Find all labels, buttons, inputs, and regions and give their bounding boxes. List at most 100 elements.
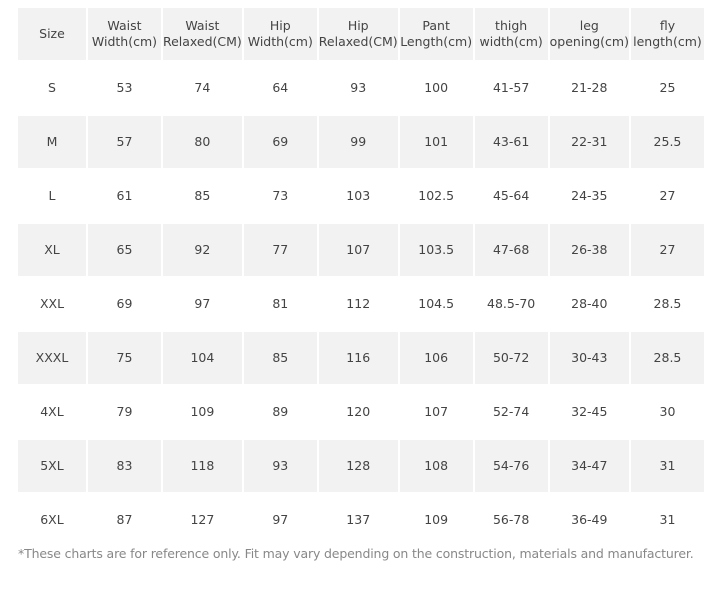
cell: 27 bbox=[630, 224, 704, 276]
cell: 25 bbox=[659, 80, 676, 95]
cell: 103 bbox=[346, 188, 371, 203]
cell: 99 bbox=[318, 116, 398, 168]
cell: 43-61 bbox=[474, 116, 548, 168]
cell: 28.5 bbox=[630, 332, 704, 384]
cell: 102.5 bbox=[418, 188, 455, 203]
cell: 36-49 bbox=[571, 512, 608, 527]
size-row: 5XL 83 118 93 128 108 54-76 34-47 31 bbox=[18, 440, 704, 492]
cell: 97 bbox=[194, 296, 211, 311]
cell: 116 bbox=[318, 332, 398, 384]
header-cell: Waist Relaxed(CM) bbox=[162, 8, 242, 60]
cell: 31 bbox=[630, 440, 704, 492]
cell: 53 bbox=[116, 80, 133, 95]
cell: 21-28 bbox=[571, 80, 608, 95]
cell: 73 bbox=[272, 188, 289, 203]
header-text: thigh bbox=[495, 18, 528, 33]
cell: 50-72 bbox=[474, 332, 548, 384]
cell: L bbox=[48, 188, 56, 203]
cell: 93 bbox=[350, 80, 367, 95]
cell: 92 bbox=[162, 224, 242, 276]
cell: 85 bbox=[243, 332, 317, 384]
cell: 54-76 bbox=[474, 440, 548, 492]
cell: 80 bbox=[162, 116, 242, 168]
cell: 79 bbox=[116, 404, 133, 419]
size-chart: Size Waist Width(cm) Waist Relaxed(CM) Hip Wid… bbox=[16, 6, 706, 548]
cell: 31 bbox=[659, 512, 676, 527]
cell: 27 bbox=[659, 188, 676, 203]
cell: 48.5-70 bbox=[487, 296, 536, 311]
header-cell: leg opening(cm) bbox=[549, 8, 629, 60]
cell: 101 bbox=[399, 116, 473, 168]
header-cell: Hip Relaxed(CM) bbox=[318, 8, 398, 60]
header-text: Waist bbox=[107, 18, 142, 33]
cell: 137 bbox=[346, 512, 371, 527]
cell: 109 bbox=[424, 512, 449, 527]
cell: 118 bbox=[162, 440, 242, 492]
header-text: Width(cm) bbox=[247, 34, 313, 49]
size-row: 4XL 79 109 89 120 107 52-74 32-45 30 bbox=[18, 386, 704, 438]
cell: 64 bbox=[272, 80, 289, 95]
cell: 109 bbox=[190, 404, 215, 419]
cell: XXL bbox=[39, 296, 65, 311]
cell: 34-47 bbox=[549, 440, 629, 492]
header-cell: Hip Width(cm) bbox=[243, 8, 317, 60]
cell: 69 bbox=[243, 116, 317, 168]
cell: 65 bbox=[87, 224, 161, 276]
header-text: fly bbox=[659, 18, 676, 33]
header-text: Pant bbox=[422, 18, 450, 33]
cell: XL bbox=[18, 224, 86, 276]
cell: 107 bbox=[318, 224, 398, 276]
cell: M bbox=[18, 116, 86, 168]
cell: 57 bbox=[87, 116, 161, 168]
cell: 30-43 bbox=[549, 332, 629, 384]
header-text: Width(cm) bbox=[91, 34, 158, 49]
size-row: S 53 74 64 93 100 41-57 21-28 25 bbox=[18, 62, 704, 114]
size-table: Size Waist Width(cm) Waist Relaxed(CM) Hip Wid… bbox=[16, 6, 706, 548]
header-cell: Size bbox=[18, 8, 86, 60]
cell: 104 bbox=[162, 332, 242, 384]
cell: 85 bbox=[194, 188, 211, 203]
cell: 5XL bbox=[18, 440, 86, 492]
cell: 45-64 bbox=[492, 188, 530, 203]
header-text: length(cm) bbox=[633, 34, 702, 49]
cell: 41-57 bbox=[492, 80, 530, 95]
cell: 61 bbox=[116, 188, 133, 203]
cell: 89 bbox=[272, 404, 289, 419]
cell: 30 bbox=[659, 404, 676, 419]
cell: 83 bbox=[87, 440, 161, 492]
cell: 77 bbox=[243, 224, 317, 276]
header-text: opening(cm) bbox=[549, 34, 629, 49]
size-row: 6XL 87 127 97 137 109 56-78 36-49 31 bbox=[18, 494, 704, 546]
cell: 112 bbox=[346, 296, 371, 311]
cell: 32-45 bbox=[571, 404, 608, 419]
size-row: XXXL 75 104 85 116 106 50-72 30-43 28.5 bbox=[18, 332, 704, 384]
cell: S bbox=[48, 80, 56, 95]
cell: 52-74 bbox=[492, 404, 530, 419]
header-text: leg bbox=[579, 18, 599, 33]
cell: 93 bbox=[243, 440, 317, 492]
cell: XXXL bbox=[18, 332, 86, 384]
cell: 4XL bbox=[40, 404, 64, 419]
cell: 74 bbox=[194, 80, 211, 95]
cell: 108 bbox=[399, 440, 473, 492]
size-row: M 57 80 69 99 101 43-61 22-31 25.5 bbox=[18, 116, 704, 168]
header-text: Relaxed(CM) bbox=[162, 34, 242, 49]
header-text: width(cm) bbox=[479, 34, 543, 49]
cell: 97 bbox=[272, 512, 289, 527]
cell: 26-38 bbox=[549, 224, 629, 276]
header-cell: thigh width(cm) bbox=[474, 8, 548, 60]
cell: 103.5 bbox=[399, 224, 473, 276]
cell: 106 bbox=[399, 332, 473, 384]
cell: 127 bbox=[190, 512, 215, 527]
cell: 128 bbox=[318, 440, 398, 492]
header-text: Hip bbox=[347, 18, 369, 33]
cell: 56-78 bbox=[492, 512, 530, 527]
cell: 69 bbox=[116, 296, 133, 311]
size-row: XL 65 92 77 107 103.5 47-68 26-38 27 bbox=[18, 224, 704, 276]
cell: 87 bbox=[116, 512, 133, 527]
cell: 24-35 bbox=[571, 188, 608, 203]
cell: 22-31 bbox=[549, 116, 629, 168]
cell: 100 bbox=[424, 80, 449, 95]
header-text: Hip bbox=[269, 18, 291, 33]
